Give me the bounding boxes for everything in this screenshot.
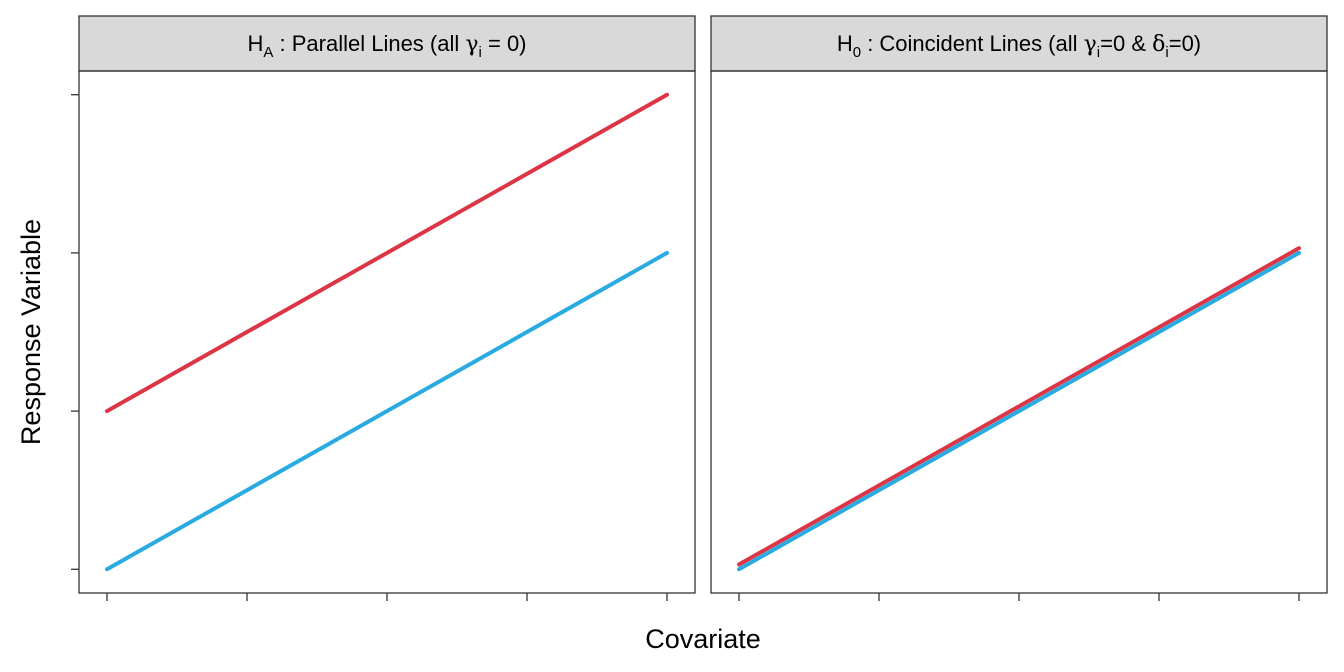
strip-title: HA : Parallel Lines (all γi = 0) bbox=[247, 31, 526, 61]
series-line-1 bbox=[105, 250, 669, 572]
x-axis-ticks bbox=[106, 593, 668, 601]
series-marks bbox=[105, 92, 669, 572]
y-axis-ticks bbox=[71, 94, 79, 570]
series-line-1 bbox=[737, 250, 1301, 572]
series-line-0 bbox=[737, 246, 1301, 567]
panel-frame bbox=[78, 70, 696, 594]
panel-coincident-lines: H0 : Coincident Lines (all γi=0 & δi=0) bbox=[710, 15, 1328, 601]
strip-background bbox=[710, 15, 1328, 72]
panel-parallel-lines: HA : Parallel Lines (all γi = 0) bbox=[71, 15, 696, 601]
strip-title: H0 : Coincident Lines (all γi=0 & δi=0) bbox=[837, 31, 1201, 61]
x-axis-title: Covariate bbox=[645, 624, 761, 654]
panel-frame bbox=[710, 70, 1328, 594]
series-line-0 bbox=[105, 92, 669, 414]
strip-background bbox=[78, 15, 696, 72]
x-axis-ticks bbox=[738, 593, 1300, 601]
series-marks bbox=[737, 246, 1301, 572]
y-axis-title: Response Variable bbox=[16, 219, 46, 445]
